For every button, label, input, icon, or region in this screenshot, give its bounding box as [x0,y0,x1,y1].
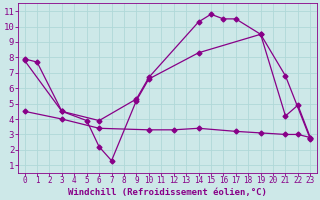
X-axis label: Windchill (Refroidissement éolien,°C): Windchill (Refroidissement éolien,°C) [68,188,267,197]
